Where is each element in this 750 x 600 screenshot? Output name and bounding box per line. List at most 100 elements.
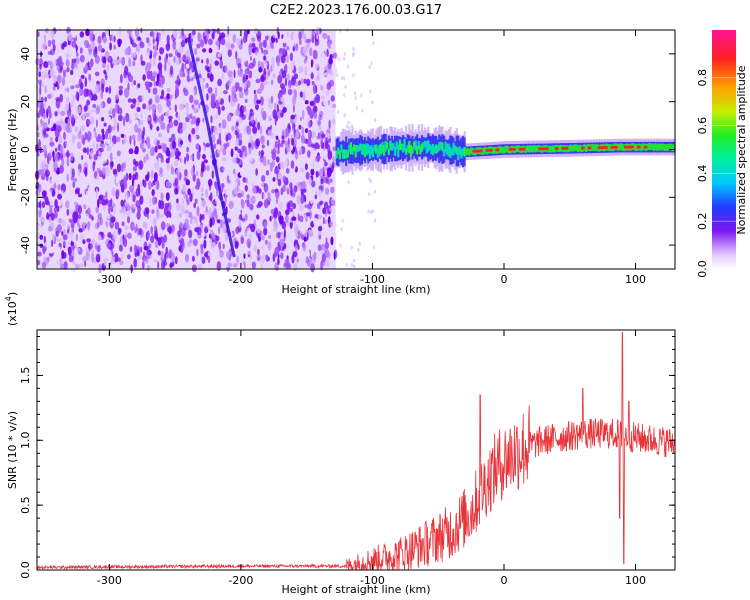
signal-core: [517, 145, 520, 152]
noise-speck: [276, 103, 279, 113]
signal-core: [491, 147, 495, 154]
noise-speck: [48, 216, 52, 223]
noise-speck: [120, 74, 123, 84]
noise-speck: [231, 230, 235, 238]
noise-speck: [196, 150, 201, 160]
noise-speck: [101, 83, 105, 93]
noise-speck: [288, 264, 292, 269]
noise-speck: [143, 245, 149, 251]
noise-speck: [57, 184, 61, 191]
signal-core: [379, 143, 382, 155]
noise-speck: [193, 202, 197, 209]
noise-speck: [114, 221, 120, 230]
noise-speck: [143, 156, 147, 164]
noise-speck: [134, 29, 138, 37]
signal-core: [670, 143, 673, 151]
noise-speck: [267, 129, 270, 136]
noise-speck: [294, 54, 299, 63]
noise-speck: [86, 135, 91, 143]
noise-speck: [249, 134, 253, 145]
noise-speck: [272, 227, 278, 232]
noise-speck: [263, 29, 269, 37]
noise-speck: [252, 178, 255, 185]
noise-speck: [76, 52, 79, 57]
colorbar: 0.0 0.2 0.4 0.6 0.8 Normalized spectral ampl…: [696, 30, 748, 278]
noise-speck: [248, 145, 252, 154]
noise-speck: [41, 71, 45, 81]
noise-speck: [49, 178, 54, 188]
signal-core: [362, 143, 365, 156]
noise-speck: [106, 97, 112, 104]
signal-core: [449, 147, 452, 158]
noise-speck: [310, 180, 316, 188]
noise-speck: [260, 96, 264, 106]
noise-speck: [164, 62, 167, 72]
noise-speck: [181, 238, 185, 248]
noise-speck: [256, 214, 260, 220]
noise-speck: [73, 63, 78, 68]
noise-speck: [338, 57, 341, 62]
noise-speck: [194, 48, 198, 56]
noise-speck: [128, 74, 133, 83]
noise-speck: [63, 131, 66, 141]
noise-speck: [263, 221, 268, 230]
noise-speck: [203, 239, 207, 249]
noise-speck: [228, 179, 231, 184]
noise-speck: [254, 27, 259, 35]
chart-title: C2E2.2023.176.00.03.G17: [270, 3, 442, 18]
signal-peak: [544, 147, 549, 151]
noise-speck: [224, 194, 227, 204]
noise-speck: [304, 128, 309, 134]
noise-speck: [343, 93, 346, 97]
noise-speck: [115, 188, 120, 198]
signal-peak: [475, 149, 480, 153]
signal-core: [577, 145, 580, 153]
noise-speck: [341, 218, 344, 223]
noise-speck: [325, 89, 330, 96]
noise-speck: [154, 145, 158, 153]
noise-speck: [253, 89, 256, 95]
noise-speck: [170, 164, 173, 174]
noise-speck: [219, 124, 222, 134]
noise-speck: [230, 43, 235, 49]
noise-speck: [374, 118, 377, 123]
noise-speck: [315, 170, 319, 178]
interference-line: [186, 36, 236, 258]
noise-speck: [332, 155, 335, 164]
noise-speck: [236, 255, 239, 262]
noise-speck: [146, 62, 152, 71]
noise-speck: [271, 215, 274, 220]
noise-speck: [179, 68, 185, 78]
noise-speck: [160, 122, 166, 130]
noise-speck: [239, 168, 245, 177]
noise-speck: [367, 209, 370, 214]
noise-speck: [233, 186, 238, 194]
noise-speck: [91, 40, 95, 50]
signal-peak: [511, 147, 516, 151]
noise-speck: [188, 239, 193, 244]
signal-core: [439, 141, 442, 150]
noise-speck: [187, 188, 191, 196]
signal-core: [422, 141, 425, 150]
noise-speck: [61, 250, 65, 260]
signal-core: [574, 144, 577, 152]
noise-speck: [200, 248, 204, 255]
noise-speck: [252, 186, 257, 194]
noise-speck: [165, 192, 170, 201]
noise-speck: [70, 152, 74, 161]
signal-core: [641, 143, 645, 150]
noise-speck: [153, 254, 159, 261]
noise-speck: [177, 172, 182, 181]
noise-speck: [206, 165, 210, 172]
noise-speck: [237, 63, 242, 69]
noise-speck: [56, 84, 60, 90]
noise-speck: [312, 49, 318, 60]
noise-speck: [320, 243, 325, 251]
noise-speck: [95, 175, 99, 181]
noise-speck: [315, 85, 318, 94]
signal-core: [536, 145, 539, 152]
noise-speck: [173, 246, 178, 257]
noise-speck: [224, 35, 229, 44]
noise-speck: [168, 248, 172, 259]
noise-speck: [123, 69, 127, 79]
